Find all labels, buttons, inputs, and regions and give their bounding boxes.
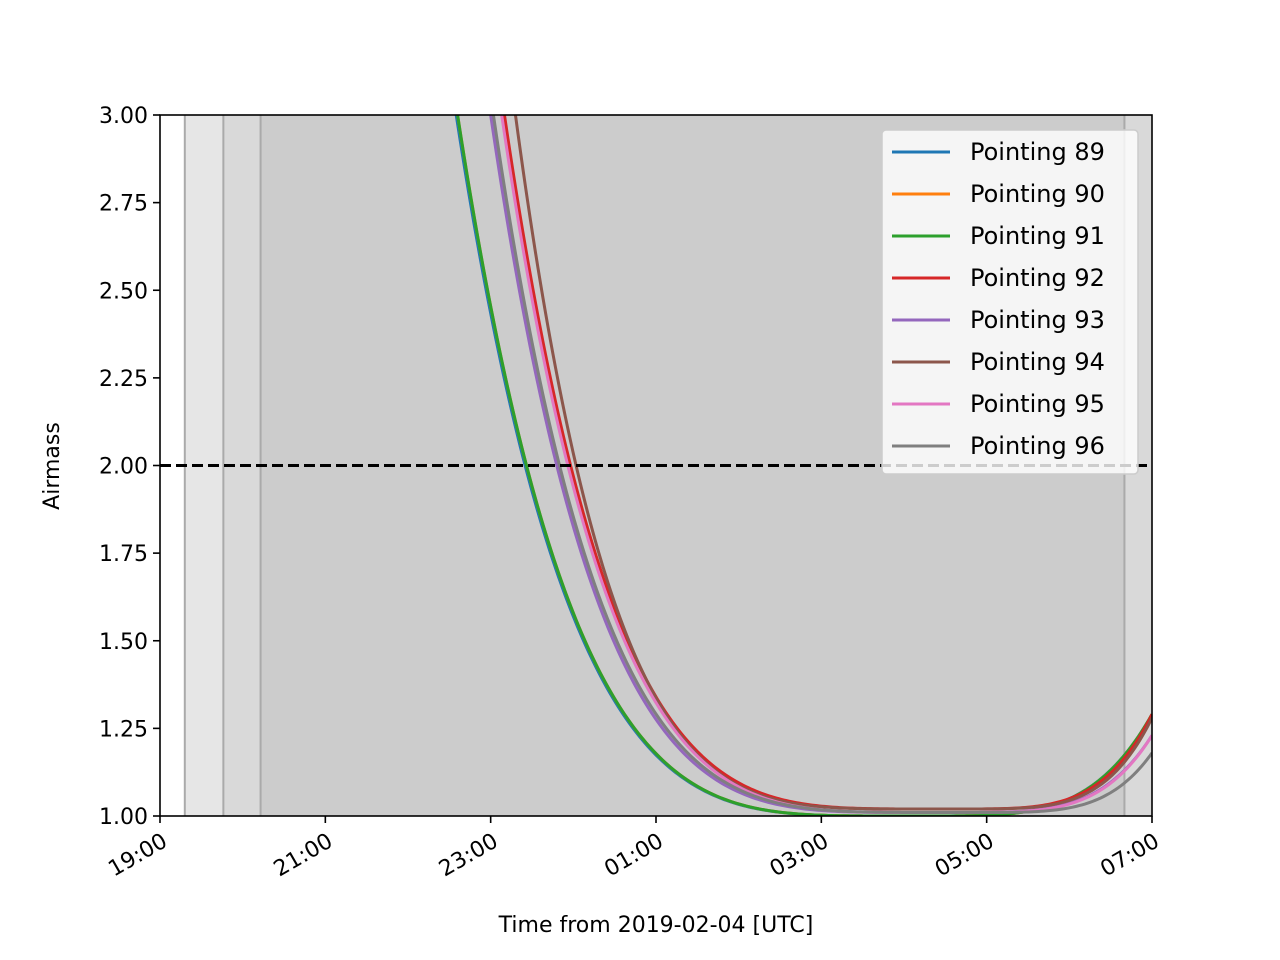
y-axis: 1.00 1.25 1.50 1.75 2.00 2.25 2.50 2.75 3.00 [99,104,160,830]
x-axis: 19:00 21:00 23:00 01:00 03:00 05:00 07:00 [104,816,1164,882]
curve-pointing-94 [513,115,1152,811]
legend-entry: Pointing 92 [970,264,1105,292]
legend-entry: Pointing 96 [970,432,1105,460]
y-tick-label: 1.00 [99,805,148,830]
legend-entry: Pointing 89 [970,138,1105,166]
legend-entry: Pointing 90 [970,180,1105,208]
legend-entry: Pointing 93 [970,306,1105,334]
y-tick-label: 1.75 [99,542,148,567]
y-tick-label: 1.25 [99,717,148,742]
x-tick-label: 19:00 [104,829,171,882]
legend: Pointing 89 Pointing 90 Pointing 91 Pointin… [881,129,1139,475]
curve-pointing-96 [491,115,1152,814]
y-tick-label: 2.75 [99,192,148,217]
x-axis-label: Time from 2019-02-04 [UTC] [498,913,814,938]
legend-entry: Pointing 91 [970,222,1105,250]
y-tick-label: 1.50 [99,630,148,655]
legend-box [881,129,1139,475]
y-tick-label: 2.00 [99,455,148,480]
y-tick-label: 2.25 [99,367,148,392]
airmass-curves [454,115,1152,816]
x-tick-label: 03:00 [766,829,833,882]
y-axis-label: Airmass [40,422,65,510]
y-tick-label: 2.50 [99,279,148,304]
x-tick-label: 01:00 [600,829,667,882]
x-tick-label: 05:00 [931,829,998,882]
y-tick-label: 3.00 [99,104,148,129]
x-tick-label: 23:00 [435,829,502,882]
x-tick-label: 21:00 [270,829,337,882]
x-tick-label: 07:00 [1096,829,1163,882]
legend-entry: Pointing 95 [970,390,1105,418]
legend-entry: Pointing 94 [970,348,1105,376]
